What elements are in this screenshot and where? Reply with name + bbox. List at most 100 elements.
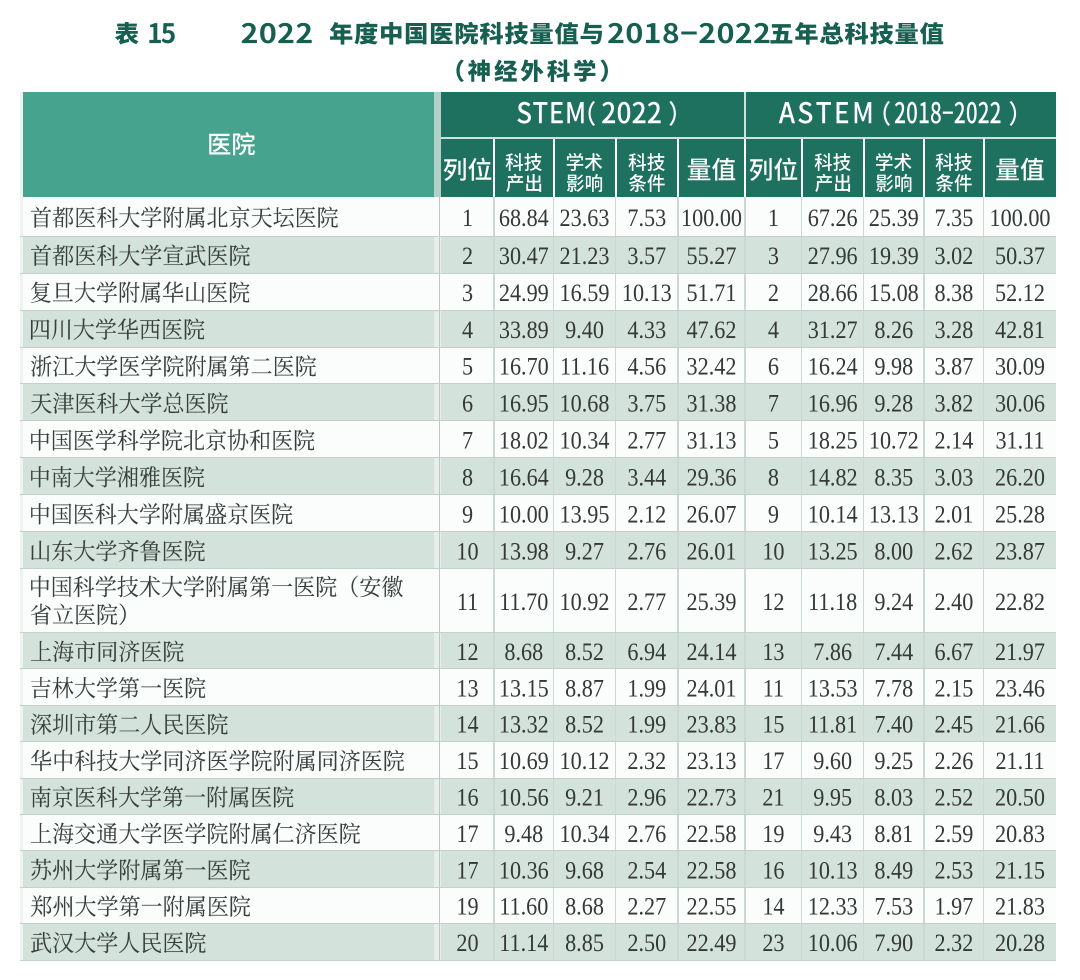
svg-text:21.83: 21.83 [995,893,1045,921]
svg-text:25.28: 25.28 [995,501,1045,529]
svg-text:2.53: 2.53 [934,857,973,885]
svg-text:2.32: 2.32 [934,930,973,958]
svg-text:4.56: 4.56 [627,353,666,381]
svg-text:23.13: 23.13 [687,748,737,776]
svg-text:4: 4 [768,316,779,344]
svg-text:5: 5 [768,427,779,455]
svg-text:31.27: 31.27 [808,316,858,344]
svg-text:8.87: 8.87 [565,675,604,703]
svg-text:100.00: 100.00 [681,204,742,232]
svg-text:10.13: 10.13 [622,279,672,307]
svg-text:13.53: 13.53 [808,675,858,703]
svg-text:16.24: 16.24 [808,353,858,381]
svg-text:30.47: 30.47 [499,243,549,271]
svg-text:2.27: 2.27 [627,893,666,921]
svg-text:2.45: 2.45 [934,711,973,739]
svg-text:23.46: 23.46 [995,675,1045,703]
svg-text:2.15: 2.15 [934,675,973,703]
svg-text:4.33: 4.33 [627,316,666,344]
svg-text:4: 4 [462,316,473,344]
svg-text:9: 9 [768,501,779,529]
svg-text:8.81: 8.81 [874,821,913,849]
svg-text:8.68: 8.68 [565,893,604,921]
svg-text:2.50: 2.50 [627,930,666,958]
svg-text:8.85: 8.85 [565,930,604,958]
svg-text:23.63: 23.63 [560,204,610,232]
svg-text:2.12: 2.12 [627,501,666,529]
svg-text:21.11: 21.11 [995,748,1044,776]
svg-text:17: 17 [456,821,478,849]
svg-text:22.49: 22.49 [687,930,737,958]
svg-text:10.34: 10.34 [560,821,610,849]
svg-text:51.71: 51.71 [687,279,737,307]
svg-text:14.82: 14.82 [808,464,858,492]
svg-text:19.39: 19.39 [869,243,919,271]
svg-text:10.36: 10.36 [499,857,549,885]
svg-text:3.02: 3.02 [934,243,973,271]
svg-text:9: 9 [462,501,473,529]
svg-text:9.68: 9.68 [565,857,604,885]
svg-text:9.98: 9.98 [874,353,913,381]
svg-text:42.81: 42.81 [995,316,1045,344]
svg-text:14: 14 [762,893,784,921]
svg-text:8.38: 8.38 [934,279,973,307]
svg-text:3.28: 3.28 [934,316,973,344]
svg-text:3.75: 3.75 [627,390,666,418]
svg-text:8.52: 8.52 [565,711,604,739]
svg-text:12: 12 [456,639,478,667]
svg-text:9.43: 9.43 [813,821,852,849]
svg-text:17: 17 [762,748,784,776]
svg-text:16: 16 [456,784,478,812]
svg-text:2.96: 2.96 [627,784,666,812]
svg-text:11.14: 11.14 [499,930,548,958]
svg-text:24.01: 24.01 [687,675,737,703]
svg-text:10: 10 [456,538,478,566]
svg-text:27.96: 27.96 [808,243,858,271]
svg-text:16.64: 16.64 [499,464,549,492]
svg-text:8.68: 8.68 [504,639,543,667]
svg-text:31.38: 31.38 [687,390,737,418]
svg-text:33.89: 33.89 [499,316,549,344]
svg-text:52.12: 52.12 [995,279,1045,307]
svg-text:31.13: 31.13 [687,427,737,455]
svg-text:5: 5 [462,353,473,381]
svg-text:11: 11 [457,588,478,616]
svg-text:10.68: 10.68 [560,390,610,418]
svg-text:28.66: 28.66 [808,279,858,307]
svg-text:24.14: 24.14 [687,639,737,667]
svg-text:20.28: 20.28 [995,930,1045,958]
svg-text:10.00: 10.00 [499,501,549,529]
svg-text:9.40: 9.40 [565,316,604,344]
svg-text:2.52: 2.52 [934,784,973,812]
svg-text:8.03: 8.03 [874,784,913,812]
svg-text:9.60: 9.60 [813,748,852,776]
svg-text:18.02: 18.02 [499,427,549,455]
svg-text:11.81: 11.81 [808,711,857,739]
svg-text:23: 23 [762,930,784,958]
svg-text:21: 21 [762,784,784,812]
svg-text:10.06: 10.06 [808,930,858,958]
svg-text:47.62: 47.62 [687,316,737,344]
svg-text:2.76: 2.76 [627,821,666,849]
svg-text:11.60: 11.60 [499,893,548,921]
svg-text:2.14: 2.14 [934,427,973,455]
svg-text:2: 2 [462,243,473,271]
svg-text:25.39: 25.39 [869,204,919,232]
svg-text:10.92: 10.92 [560,588,610,616]
svg-text:2.40: 2.40 [934,588,973,616]
svg-text:25.39: 25.39 [687,588,737,616]
svg-text:19: 19 [762,821,784,849]
svg-text:3.87: 3.87 [934,353,973,381]
svg-text:10.12: 10.12 [560,748,610,776]
svg-text:11.18: 11.18 [808,588,857,616]
svg-text:9.95: 9.95 [813,784,852,812]
svg-text:16: 16 [762,857,784,885]
svg-text:20.83: 20.83 [995,821,1045,849]
svg-text:6: 6 [462,390,473,418]
svg-text:9.24: 9.24 [874,588,913,616]
svg-text:16.59: 16.59 [560,279,610,307]
svg-text:18.25: 18.25 [808,427,858,455]
svg-text:19: 19 [456,893,478,921]
svg-text:3.03: 3.03 [934,464,973,492]
svg-text:3: 3 [768,243,779,271]
